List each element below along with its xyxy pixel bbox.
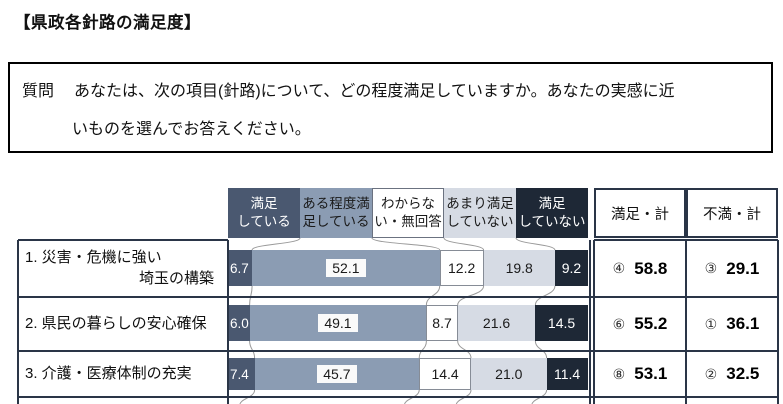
connector-line	[418, 340, 427, 359]
connector-line	[425, 285, 441, 306]
column-header-4: 満足 していない	[516, 188, 588, 238]
column-header-1: ある程度満 足している	[300, 188, 372, 238]
rank-circle: ⑥	[612, 315, 626, 332]
bar-segment-r2-s5: 14.5	[535, 305, 588, 341]
bar-segment-r3-s2: 45.7	[254, 358, 420, 390]
rank-circle: ③	[704, 260, 718, 276]
bar-segment-r3-s1: 7.4	[228, 358, 255, 390]
satisfied-total-cell-r1: ④ 58.8	[594, 240, 686, 297]
question-line1: 質問 あなたは、次の項目(針路)について、どの程度満足していますか。あなたの実感に…	[22, 77, 675, 101]
bar-segment-r1-s3: 12.2	[439, 250, 484, 286]
bar-segment-r2-s3: 8.7	[426, 305, 458, 341]
table-grid-and-connectors	[17, 237, 779, 404]
satisfaction-table: 満足 している ある程度満 足している わからな い・無回答 あまり満足 していない満…	[0, 186, 783, 404]
connector-line	[249, 285, 253, 306]
dissatisfied-total-cell-r3: ② 32.5	[686, 351, 778, 397]
row-label-line: 3. 介護・医療体制の充実	[25, 364, 192, 382]
connector-line	[371, 237, 441, 251]
connector-line	[457, 285, 485, 306]
bar-segment-r1-s4: 19.8	[483, 250, 555, 286]
column-header-0: 満足 している	[228, 188, 300, 238]
row-label-line: 埼玉の構築	[138, 269, 214, 287]
row-label-line: 2. 県民の暮らしの安心確保	[25, 314, 207, 332]
rank-circle: ④	[612, 260, 626, 276]
bar-segment-r3-s4: 21.0	[471, 358, 547, 390]
total-value: 55.2	[634, 314, 668, 333]
rank-circle: ①	[704, 315, 718, 332]
total-value: 32.5	[726, 364, 760, 383]
connector-line	[534, 285, 556, 306]
column-header-2: わからな い・無回答	[372, 188, 444, 238]
satisfied-total-cell-r2: ⑥ 55.2	[594, 297, 686, 351]
question-label: 質問	[22, 83, 55, 100]
connector-line	[457, 340, 472, 359]
connector-line	[251, 237, 301, 251]
rank-circle: ⑧	[612, 365, 626, 382]
bar-segment-r3-s3: 14.4	[419, 358, 471, 390]
dissatisfied-total-header: 不満・計	[686, 188, 778, 238]
bar-segment-r1-s5: 9.2	[554, 250, 588, 286]
row-label-2: 2. 県民の暮らしの安心確保	[18, 297, 228, 351]
question-line2: いものを選んでお答えください。	[72, 121, 311, 138]
question-text: あなたは、次の項目(針路)について、どの程度満足していますか。あなたの実感に近	[74, 83, 675, 100]
page-title: 【県政各針路の満足度】	[14, 14, 201, 32]
total-value: 58.8	[634, 258, 668, 278]
total-value: 29.1	[726, 258, 760, 278]
bar-segment-r2-s4: 21.6	[457, 305, 536, 341]
bar-segment-r1-s2: 52.1	[252, 250, 440, 286]
bar-segment-r2-s2: 49.1	[249, 305, 427, 341]
bar-segment-r3-s5: 11.4	[546, 358, 588, 390]
bar-value-label: 45.7	[317, 365, 357, 383]
row-label-3: 3. 介護・医療体制の充実	[18, 351, 228, 397]
bar-segment-r2-s1: 6.0	[228, 305, 250, 341]
total-value: 53.1	[634, 364, 668, 383]
dissatisfied-total-cell-r1: ③ 29.1	[686, 240, 778, 297]
column-header-3: あまり満足 していない	[444, 188, 516, 238]
connector-line	[515, 237, 556, 251]
satisfied-total-header: 満足・計	[594, 188, 686, 238]
row-label-1: 1. 災害・危機に強い埼玉の構築	[18, 240, 228, 297]
connector-line	[443, 237, 485, 251]
row-label-line: 1. 災害・危機に強い	[25, 249, 162, 267]
connector-line	[534, 340, 548, 359]
total-value: 36.1	[726, 314, 760, 333]
satisfied-total-cell-r3: ⑧ 53.1	[594, 351, 686, 397]
bar-segment-r1-s1: 6.7	[228, 250, 253, 286]
question-box: 質問 あなたは、次の項目(針路)について、どの程度満足していますか。あなたの実感に…	[8, 62, 773, 153]
bar-value-label: 52.1	[326, 259, 366, 277]
connector-line	[249, 340, 256, 359]
bar-value-label: 49.1	[318, 314, 358, 332]
dissatisfied-total-cell-r2: ① 36.1	[686, 297, 778, 351]
rank-circle: ②	[704, 365, 718, 382]
